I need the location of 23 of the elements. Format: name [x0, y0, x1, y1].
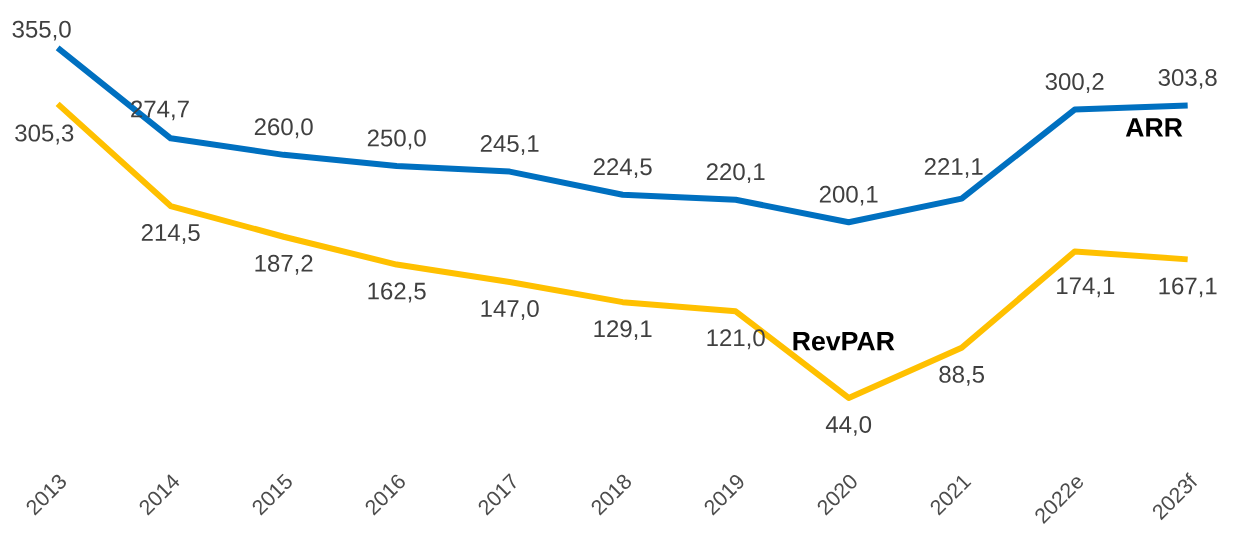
series-label: RevPAR [793, 331, 895, 351]
data-label: 355,0 [12, 20, 71, 41]
data-label: 147,0 [481, 300, 539, 320]
data-label: 221,1 [924, 158, 983, 178]
data-label: 88,5 [939, 365, 985, 386]
data-label: 245,1 [480, 135, 539, 155]
data-label: 167,1 [1159, 277, 1217, 298]
data-label: 200,1 [819, 185, 878, 206]
data-label: 220,1 [706, 163, 765, 184]
data-label: 300,2 [1045, 73, 1104, 93]
data-label: 129,1 [594, 320, 652, 341]
data-label: 214,5 [141, 224, 200, 244]
data-label: 162,5 [368, 282, 426, 303]
data-label: 250,0 [367, 129, 426, 150]
data-label: 260,0 [254, 118, 313, 139]
series-label: ARR [1125, 118, 1183, 137]
data-label: 303,8 [1158, 69, 1217, 89]
data-label: 44,0 [825, 415, 872, 436]
data-label: 174,1 [1057, 277, 1115, 298]
data-label: 305,3 [15, 124, 74, 145]
data-label: 187,2 [255, 254, 313, 275]
data-label: 121,0 [707, 329, 765, 350]
data-label: 224,5 [593, 158, 652, 179]
